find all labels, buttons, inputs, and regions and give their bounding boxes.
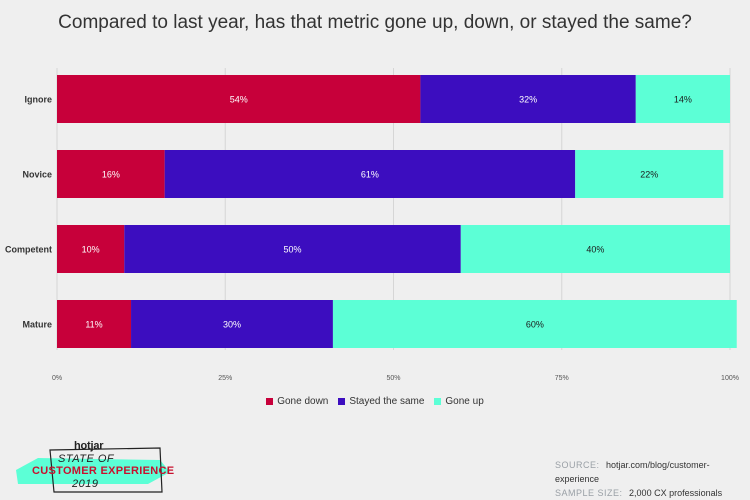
bar-segment (460, 225, 730, 273)
bar-segment (420, 75, 636, 123)
sample-size-value: 2,000 CX professionals (629, 488, 723, 498)
bar-segment (164, 150, 576, 198)
y-category-label: Ignore (24, 95, 52, 105)
logo-teal-swoosh (16, 458, 170, 484)
legend: Gone down Stayed the same Gone up (0, 396, 750, 407)
legend-swatch-gone-down (266, 398, 274, 405)
bar-value-label: 32% (519, 95, 537, 105)
y-category-label: Mature (22, 320, 52, 330)
x-tick-label: 0% (52, 375, 62, 382)
legend-label: Gone up (445, 396, 484, 407)
x-tick-label: 25% (218, 375, 232, 382)
source-link[interactable]: hotjar.com/blog/customer-experience (555, 460, 710, 484)
bar-value-label: 60% (526, 320, 544, 330)
y-category-label: Competent (5, 245, 52, 255)
bar-value-label: 14% (674, 95, 692, 105)
bar-segment (635, 75, 730, 123)
logo-line-1: STATE OF (58, 453, 115, 465)
bar-value-label: 16% (102, 170, 120, 180)
bar-segment (332, 300, 737, 348)
bar-value-label: 54% (230, 95, 248, 105)
bar-segment (57, 75, 421, 123)
chart-title: Compared to last year, has that metric g… (58, 12, 692, 33)
bar-segment (131, 300, 333, 348)
bar-value-label: 11% (85, 320, 102, 330)
bar-value-label: 22% (640, 170, 658, 180)
stacked-bar-chart: 0% 25% 50% 75% 100% 54% 32% 14% Ignore 16% 61% 22% N… (5, 68, 739, 382)
source-label: SOURCE: (555, 460, 600, 470)
bar-value-label: 61% (361, 170, 379, 180)
logo-frame (49, 447, 163, 493)
logo-brand: hotjar (74, 440, 104, 452)
bar-segment (57, 300, 132, 348)
bar-segment (57, 150, 165, 198)
bar-segment (575, 150, 724, 198)
bar-value-label: 10% (82, 245, 100, 255)
logo-graphic (16, 447, 170, 493)
x-tick-label: 50% (386, 375, 400, 382)
legend-item-gone-down[interactable]: Gone down (266, 396, 328, 407)
x-tick-label: 100% (721, 375, 739, 382)
legend-label: Stayed the same (349, 396, 425, 407)
bar-segment (57, 225, 125, 273)
logo-line-2: CUSTOMER EXPERIENCE (32, 465, 175, 477)
legend-swatch-gone-up (434, 398, 442, 405)
y-category-label: Novice (22, 170, 52, 180)
bar-segment (124, 225, 461, 273)
logo-line-3: 2019 (72, 478, 99, 490)
bar-value-label: 40% (586, 245, 604, 255)
bar-value-label: 30% (223, 320, 241, 330)
footer-source: SOURCE: hotjar.com/blog/customer-experie… (555, 458, 750, 500)
sample-size-label: SAMPLE SIZE: (555, 488, 623, 498)
legend-item-gone-up[interactable]: Gone up (434, 396, 484, 407)
legend-item-stayed-the-same[interactable]: Stayed the same (338, 396, 424, 407)
bar-value-label: 50% (284, 245, 302, 255)
legend-label: Gone down (277, 396, 329, 407)
hotjar-report-logo: hotjar STATE OF CUSTOMER EXPERIENCE 2019 (10, 440, 180, 494)
x-tick-label: 75% (555, 375, 569, 382)
legend-swatch-stayed-the-same (338, 398, 346, 405)
